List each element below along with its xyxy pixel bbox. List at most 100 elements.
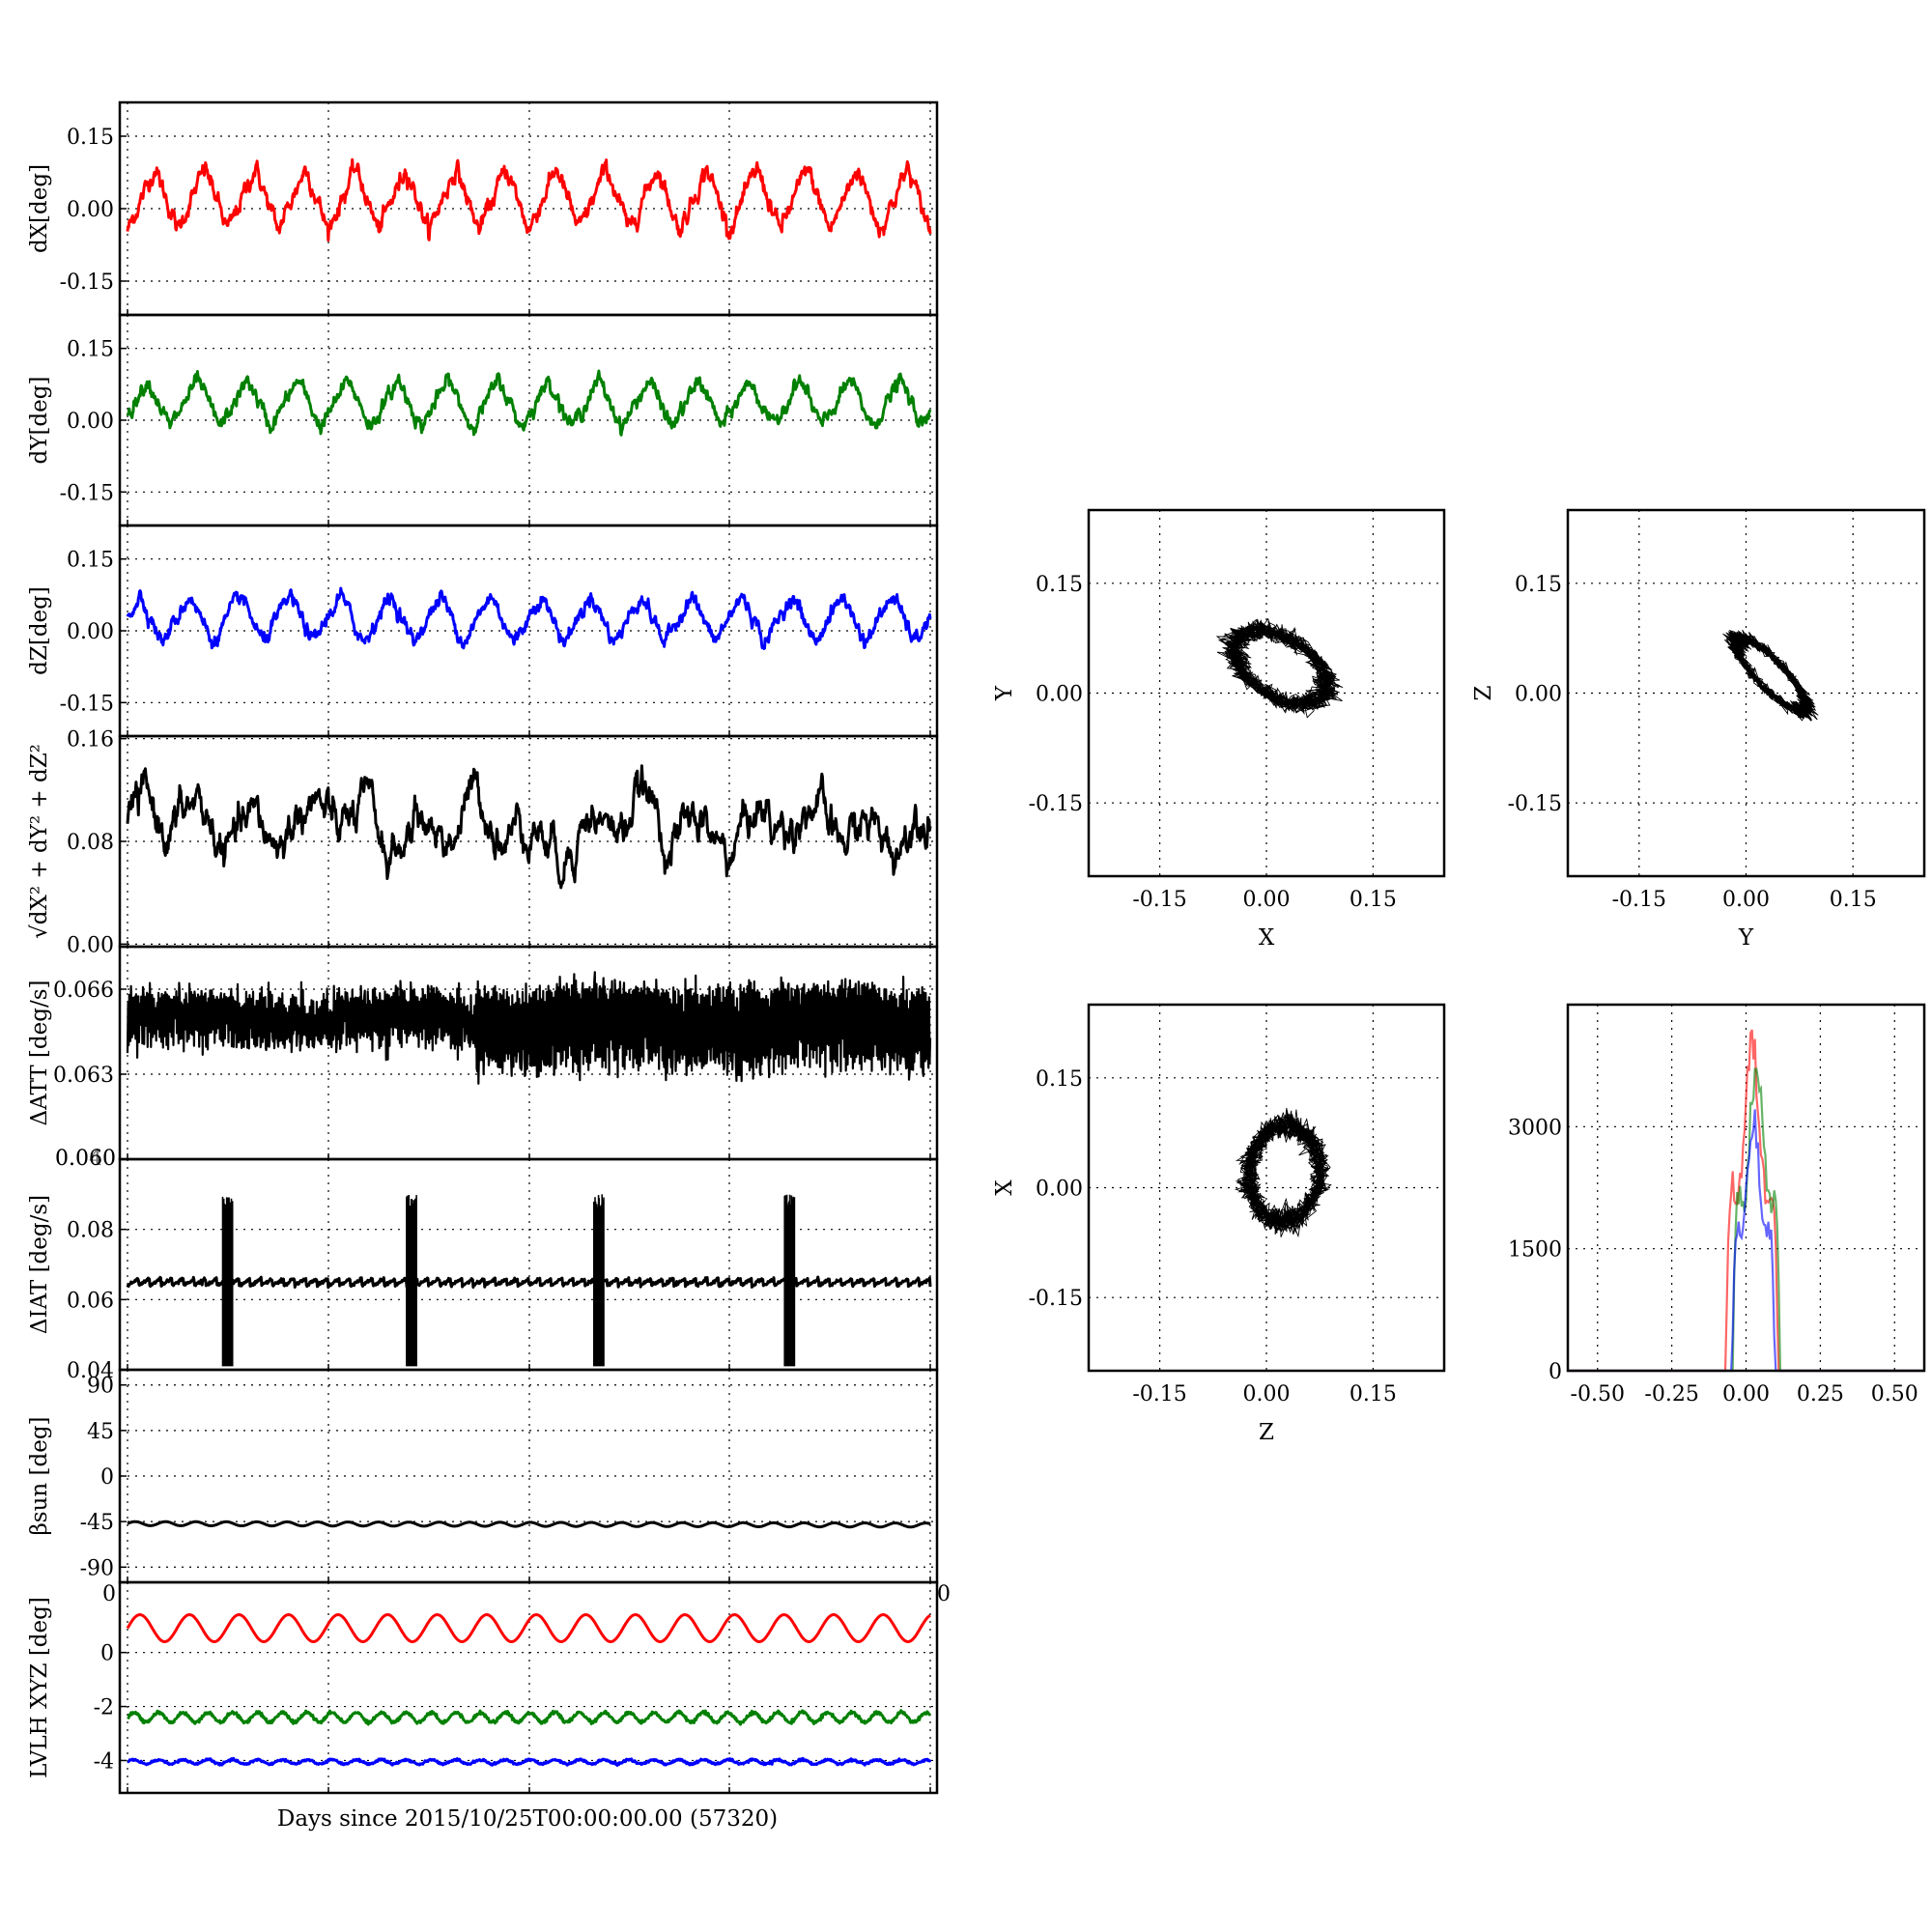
scatter-panels: -0.15 -0.15 0.00 0.00 0.15 0.15 X Y -0.15 -0.15 0.… [992,508,1926,1445]
panel-yz-frame [1566,508,1926,878]
panel-dZ-frame [118,524,939,738]
panel-hist: -0.50 -0.25 0.00 0.25 0.50 3000 1500 0 [1508,1003,1926,1406]
panel-yz-xtick-label-2: 0.15 [1830,888,1877,912]
panel-lvlh-frame [118,1580,939,1795]
panel-diat: 0.08 0.06 0.04 ΔIAT [deg/s] [27,1157,939,1383]
panel-datt-ytick-label-0: 0.066 [53,979,114,1003]
panel-zx: -0.15 -0.15 0.00 0.00 0.15 0.15 Z X [992,1003,1446,1445]
panel-beta-ytick-label-2: 0 [100,1465,114,1490]
panel-lvlh-ylabel: LVLH XYZ [deg] [27,1597,52,1778]
panel-dY: 0.15 0.00 -0.15 dY[deg] [27,313,939,527]
panel-dY-series-0 [126,369,932,437]
panel-dZ-ylabel: dZ[deg] [27,586,52,675]
panel-hist-ytick-label-1: 1500 [1508,1238,1562,1263]
panel-dY-ytick-label-2: -0.15 [60,481,114,505]
panel-datt-ylabel: ΔATT [deg/s] [27,980,52,1126]
panel-yz-ylabel: Z [1471,685,1496,700]
panel-zx-ylabel: X [992,1179,1017,1196]
panel-yz-xtick-label-1: 0.00 [1722,888,1770,912]
panel-zx-xtick-label-2: 0.15 [1350,1382,1397,1406]
panel-dZ-ytick-label-2: -0.15 [60,692,114,716]
panel-xy-xtick-label-0: -0.15 [1132,888,1186,912]
panel-beta: 90 45 0 -45 -90 βsun [deg] [27,1368,939,1584]
panel-norm-ylabel: √dX² + dY² + dZ² [27,744,52,939]
panel-lvlh: 0 -2 -4 LVLH XYZ [deg] [27,1580,939,1795]
panel-diat-spike-2 [593,1194,605,1367]
panel-xy-frame [1087,508,1446,878]
panel-dY-ylabel: dY[deg] [27,377,52,465]
panel-diat-spike-1 [406,1195,417,1367]
panel-xy: -0.15 -0.15 0.00 0.00 0.15 0.15 X Y [992,508,1446,951]
panel-hist-series-2 [1568,1109,1924,1373]
panel-yz-trajectory [1722,629,1819,722]
panel-beta-ytick-label-1: 45 [87,1420,114,1444]
panel-norm: 0.16 0.08 0.00 √dX² + dY² + dZ² [27,728,939,957]
panel-datt-series-0 [126,971,932,1085]
panel-beta-frame [118,1368,939,1584]
figure-xlabel: Days since 2015/10/25T00:00:00.00 (57320… [277,1806,778,1832]
panel-hist-xtick-label-4: 0.50 [1871,1382,1918,1406]
panel-xy-xtick-label-1: 0.00 [1243,888,1291,912]
panel-dY-ytick-label-0: 0.15 [67,338,114,362]
panel-hist-xtick-label-2: 0.00 [1722,1382,1770,1406]
panel-zx-ytick-label-1: 0.00 [1036,1178,1083,1202]
panel-datt-ytick-label-1: 0.063 [53,1064,114,1088]
panel-diat-series-0 [126,1275,932,1290]
panel-norm-ytick-label-2: 0.00 [67,933,114,957]
panel-hist-ytick-label-0: 3000 [1508,1116,1562,1140]
overlap-label-att-overlay: 0.040 [55,1147,116,1171]
panel-lvlh-series-1 [127,1709,931,1726]
panel-dX-ytick-label-2: -0.15 [60,270,114,295]
panel-zx-frame [1087,1003,1446,1373]
panel-zx-xtick-label-1: 0.00 [1243,1382,1291,1406]
panel-beta-ytick-label-0: 90 [87,1375,114,1399]
panel-dY-ytick-label-1: 0.00 [67,410,114,434]
time-series-panels: 0.15 0.00 -0.15 dX[deg] 0.15 0.00 -0.15 dY[deg]… [27,100,939,1795]
panel-dX: 0.15 0.00 -0.15 dX[deg] [27,100,939,317]
panel-diat-ylabel: ΔIAT [deg/s] [27,1195,52,1334]
panel-norm-series-0 [126,764,932,890]
panel-dZ-series-0 [126,586,932,650]
overlap-label-att: 0.060 [55,1147,116,1171]
panel-hist-xtick-label-0: -0.50 [1571,1382,1625,1406]
panel-dZ-ytick-label-0: 0.15 [67,549,114,573]
panel-xy-xtick-label-2: 0.15 [1350,888,1397,912]
panel-zx-ytick-label-0: -0.15 [1029,1287,1083,1311]
panel-dX-ytick-label-1: 0.00 [67,198,114,222]
panel-hist-xtick-label-1: -0.25 [1644,1382,1698,1406]
panel-dY-frame [118,313,939,527]
panel-norm-ytick-label-0: 0.16 [67,728,114,753]
panel-dZ-ytick-label-1: 0.00 [67,620,114,644]
panel-lvlh-series-0 [126,1613,931,1643]
panel-yz-xlabel: Y [1738,925,1754,951]
panel-zx-ytick-label-2: 0.15 [1036,1067,1083,1092]
panel-hist-frame [1566,1003,1926,1373]
overlap-label-beta-right: 0 [937,1582,951,1606]
panel-diat-ytick-label-0: 0.08 [67,1219,114,1243]
panel-lvlh-ytick-label-1: -2 [94,1696,114,1720]
panel-zx-trajectory [1234,1107,1332,1238]
panel-xy-trajectory [1215,617,1344,719]
panel-xy-xlabel: X [1259,925,1275,951]
panel-yz-ytick-label-1: 0.00 [1515,683,1562,707]
panel-dX-ylabel: dX[deg] [27,164,52,253]
panel-yz-xtick-label-0: -0.15 [1612,888,1666,912]
panel-norm-ytick-label-1: 0.08 [67,831,114,855]
panel-yz-ytick-label-2: 0.15 [1515,573,1562,597]
panel-diat-spike-0 [221,1196,234,1367]
panel-lvlh-ytick-label-2: -4 [94,1749,114,1774]
panel-lvlh-ytick-label-0: 0 [100,1642,114,1666]
overlap-label-beta-left: 0 [102,1582,116,1606]
panel-dX-ytick-label-0: 0.15 [67,126,114,150]
panel-dX-series-0 [126,157,932,242]
panel-dZ: 0.15 0.00 -0.15 dZ[deg] [27,524,939,738]
panel-xy-ytick-label-2: 0.15 [1036,573,1083,597]
panel-norm-frame [118,734,939,949]
panel-yz: -0.15 -0.15 0.00 0.00 0.15 0.15 Y Z [1471,508,1926,951]
panel-xy-ylabel: Y [992,685,1017,701]
panel-beta-ylabel: βsun [deg] [27,1416,52,1535]
panel-diat-ytick-label-1: 0.06 [67,1289,114,1313]
panel-beta-ytick-label-3: -45 [80,1511,114,1535]
